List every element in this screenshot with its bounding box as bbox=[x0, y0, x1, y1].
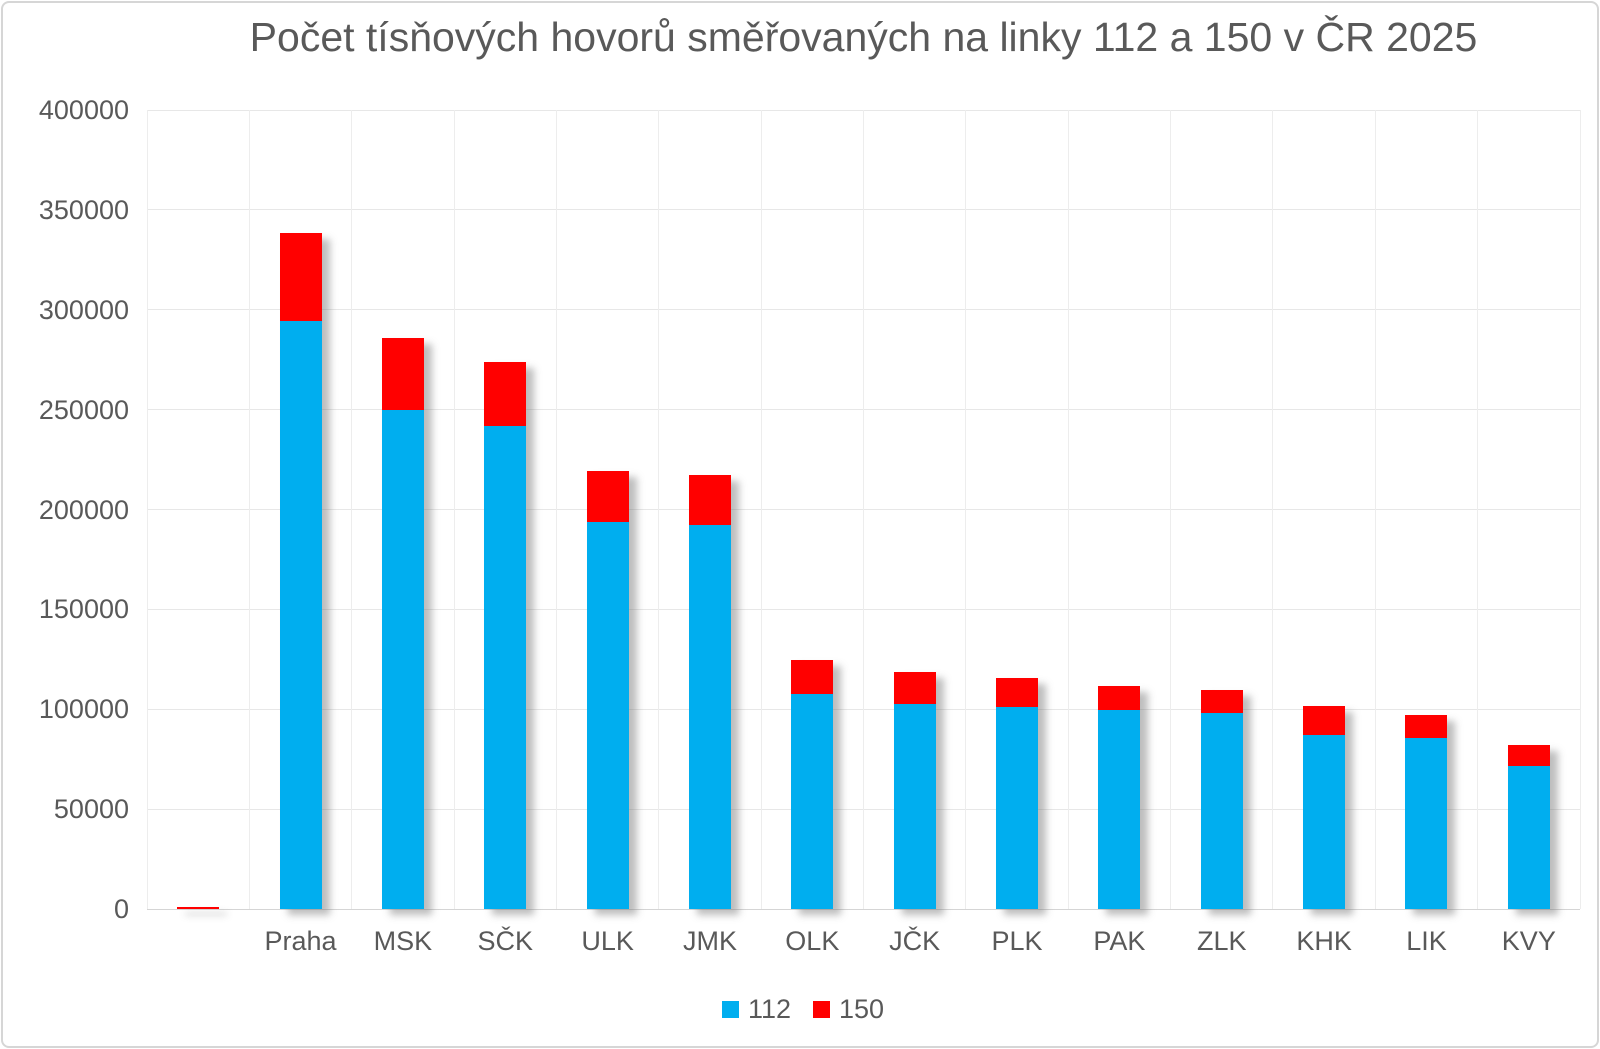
x-tick-label-PLK: PLK bbox=[991, 926, 1043, 956]
bar-segment-150-PAK bbox=[1098, 686, 1141, 711]
y-tick-label: 100000 bbox=[38, 694, 129, 725]
y-tick-label: 350000 bbox=[38, 194, 129, 225]
bar-stack-Praha bbox=[279, 232, 322, 909]
x-axis-line bbox=[147, 908, 1580, 910]
bar-segment-112-JČK bbox=[893, 704, 936, 909]
y-tick-label: 400000 bbox=[38, 95, 129, 125]
x-tick-label-KVY: KVY bbox=[1501, 926, 1556, 956]
bar-segment-112-Praha bbox=[279, 320, 322, 909]
bar-segment-150-KVY bbox=[1507, 745, 1550, 767]
gridline-vertical bbox=[965, 110, 967, 909]
gridline-vertical bbox=[760, 110, 762, 909]
bar-segment-112-SČK bbox=[484, 425, 527, 909]
plot-area bbox=[146, 109, 1581, 910]
bar-segment-112-JMK bbox=[688, 525, 731, 909]
y-axis: 0 50000 100000 150000 200000 250000 300000 3500… bbox=[3, 96, 129, 923]
bar-segment-150-JČK bbox=[893, 672, 936, 705]
bar-stack-ULK bbox=[586, 470, 629, 909]
gridline-vertical bbox=[555, 110, 557, 909]
bar-segment-112-ULK bbox=[586, 522, 629, 909]
chart-title: Počet tísňových hovorů směřovaných na li… bbox=[249, 14, 1478, 60]
bar-segment-112-OLK bbox=[791, 694, 834, 909]
bar-segment-150-ZLK bbox=[1200, 690, 1243, 714]
legend-label-150: 150 bbox=[838, 994, 885, 1024]
gridline-vertical bbox=[1170, 110, 1172, 909]
legend-item-150: 150 bbox=[812, 994, 885, 1024]
x-axis: Praha MSK SČK ULK JMK OLK JČK PLK PAK ZLK KHK LIK KV… bbox=[147, 924, 1580, 964]
gridline-vertical bbox=[351, 110, 353, 909]
bar-stack-JMK bbox=[688, 474, 731, 909]
bar-segment-150-JMK bbox=[688, 474, 731, 526]
bar-stack-PLK bbox=[996, 678, 1039, 909]
legend-swatch-112 bbox=[721, 1000, 739, 1018]
x-tick-label-OLK: OLK bbox=[785, 926, 840, 956]
bar-stack-JČK bbox=[893, 672, 936, 909]
gridline-vertical bbox=[1477, 110, 1479, 909]
bar-segment-150-ULK bbox=[586, 470, 629, 523]
legend-label-112: 112 bbox=[747, 994, 791, 1024]
x-tick-label-Praha: Praha bbox=[264, 926, 337, 956]
bar-stack-PAK bbox=[1098, 686, 1141, 909]
y-tick-label: 300000 bbox=[38, 294, 129, 325]
bar-segment-112-PAK bbox=[1098, 710, 1141, 909]
bar-stack-MSK bbox=[381, 337, 424, 909]
x-tick-label-PAK: PAK bbox=[1093, 926, 1146, 956]
gridline-vertical bbox=[453, 110, 455, 909]
x-tick-label-ZLK: ZLK bbox=[1196, 926, 1247, 956]
bar-stack-SČK bbox=[484, 361, 527, 909]
bar-segment-150-KHK bbox=[1303, 706, 1346, 736]
y-tick-label: 50000 bbox=[53, 794, 129, 825]
bar-segment-150-PLK bbox=[996, 678, 1039, 708]
bar-segment-112-PLK bbox=[996, 707, 1039, 909]
y-tick-label: 200000 bbox=[38, 494, 129, 525]
bar-segment-150-SČK bbox=[484, 361, 527, 426]
gridline-vertical bbox=[248, 110, 250, 909]
gridline-vertical bbox=[1272, 110, 1274, 909]
bar-stack-ZLK bbox=[1200, 690, 1243, 909]
x-tick-label-KHK: KHK bbox=[1296, 926, 1352, 956]
gridline-vertical bbox=[1579, 110, 1581, 909]
bar-segment-112-MSK bbox=[381, 409, 424, 909]
bar-stack-LIK bbox=[1405, 715, 1448, 909]
bar-segment-112-KHK bbox=[1303, 735, 1346, 909]
bar-segment-112-KVY bbox=[1507, 766, 1550, 909]
bar-stack-KHK bbox=[1303, 706, 1346, 909]
x-tick-label-LIK: LIK bbox=[1406, 926, 1447, 956]
y-tick-label: 250000 bbox=[38, 394, 129, 425]
legend-item-112: 112 bbox=[721, 994, 791, 1024]
bar-stack-blank bbox=[177, 906, 220, 909]
gridline-vertical bbox=[146, 110, 148, 909]
bar-segment-150-blank bbox=[177, 906, 220, 909]
x-tick-label-JMK: JMK bbox=[682, 926, 737, 956]
gridline-vertical bbox=[1374, 110, 1376, 909]
x-tick-label-SČK: SČK bbox=[477, 926, 534, 956]
bar-segment-112-ZLK bbox=[1200, 713, 1243, 909]
bar-stack-KVY bbox=[1507, 745, 1550, 909]
bar-segment-150-OLK bbox=[791, 660, 834, 695]
x-tick-label-JČK: JČK bbox=[889, 926, 941, 956]
bar-segment-112-LIK bbox=[1405, 738, 1448, 909]
gridline-vertical bbox=[1067, 110, 1069, 909]
bar-segment-150-Praha bbox=[279, 232, 322, 321]
bar-segment-150-LIK bbox=[1405, 715, 1448, 739]
legend: 112 150 bbox=[3, 989, 1600, 1029]
y-tick-label: 0 bbox=[113, 894, 129, 924]
legend-swatch-150 bbox=[812, 1000, 830, 1018]
y-tick-label: 150000 bbox=[38, 594, 129, 625]
gridline-vertical bbox=[863, 110, 864, 909]
gridline-vertical bbox=[658, 110, 660, 909]
bar-segment-150-MSK bbox=[381, 337, 424, 410]
x-tick-label-ULK: ULK bbox=[581, 926, 634, 956]
bar-stack-OLK bbox=[791, 660, 834, 909]
x-tick-label-MSK: MSK bbox=[373, 926, 433, 956]
